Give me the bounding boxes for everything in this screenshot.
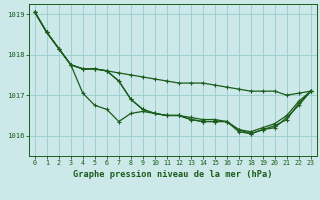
X-axis label: Graphe pression niveau de la mer (hPa): Graphe pression niveau de la mer (hPa) — [73, 170, 273, 179]
